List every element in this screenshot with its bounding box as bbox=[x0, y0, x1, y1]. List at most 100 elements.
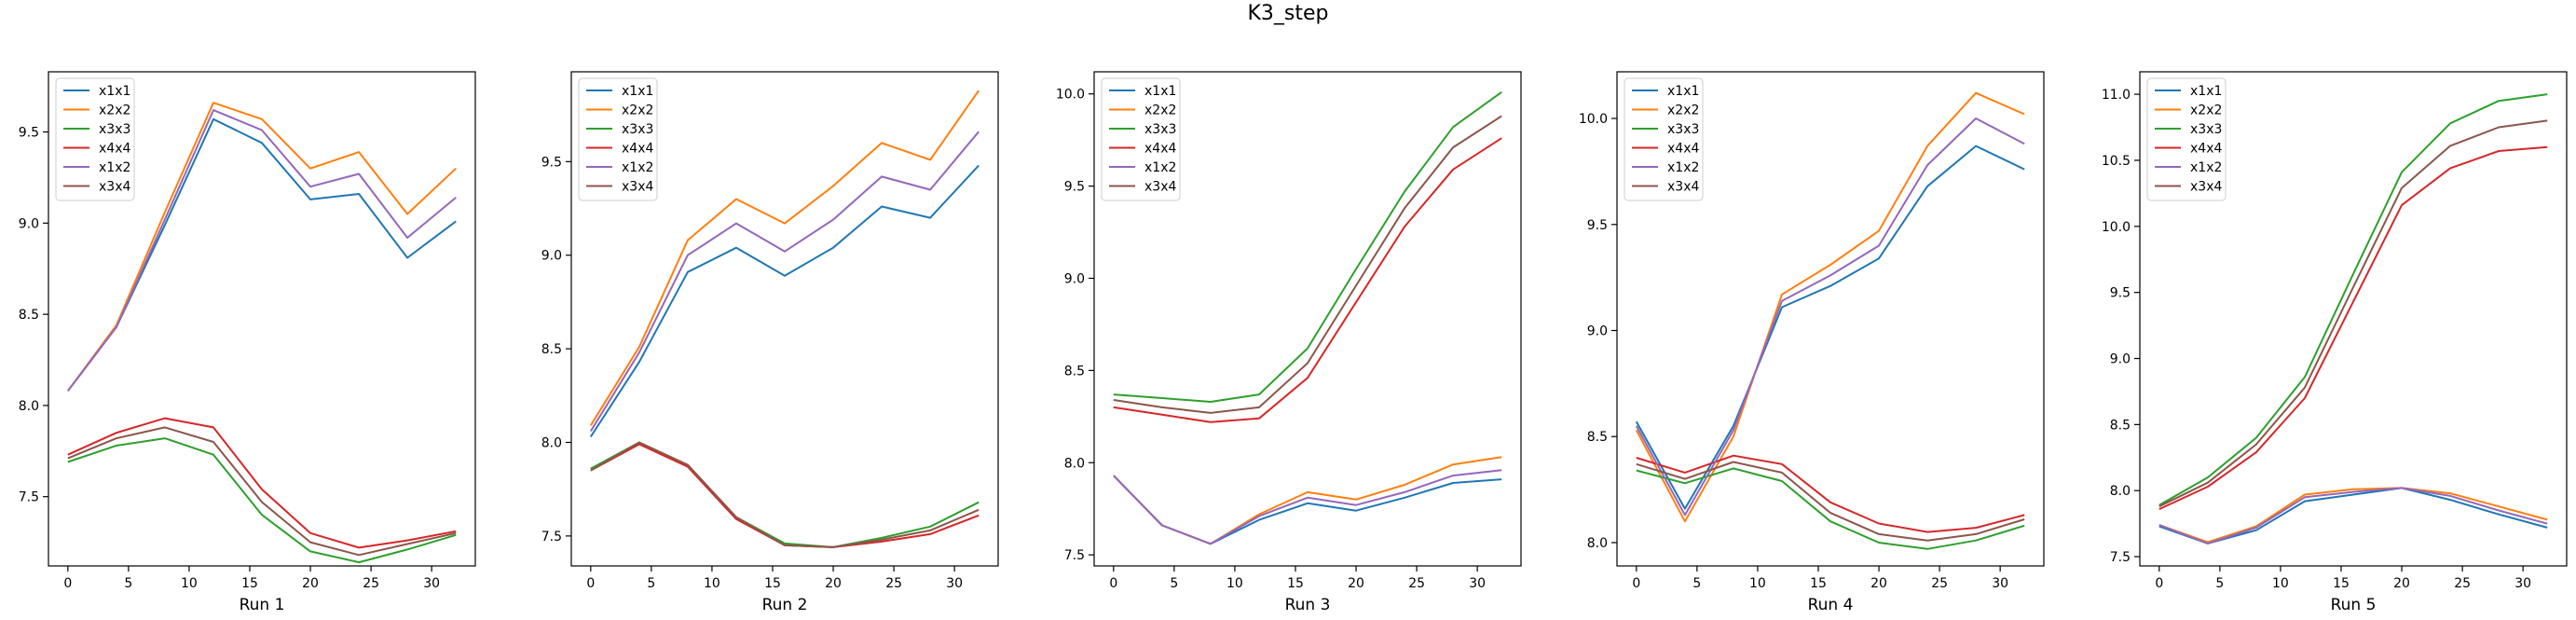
y-tick-label: 9.0 bbox=[19, 216, 39, 231]
y-tick-label: 7.5 bbox=[2110, 550, 2131, 565]
x-tick-label: 10 bbox=[1226, 576, 1243, 591]
series-line-x3x4 bbox=[590, 441, 980, 548]
series-line-x3x4 bbox=[1636, 461, 2025, 542]
legend-label-x1x1: x1x1 bbox=[1667, 84, 1699, 99]
series-line-x4x4 bbox=[1636, 454, 2025, 533]
y-tick-label: 10.0 bbox=[1579, 112, 1608, 127]
legend-label-x3x3: x3x3 bbox=[99, 122, 130, 137]
x-tick-label: 0 bbox=[1109, 576, 1117, 591]
series-line-x2x2 bbox=[66, 102, 457, 392]
legend-label-x2x2: x2x2 bbox=[1667, 103, 1699, 118]
x-tick-label: 0 bbox=[586, 576, 595, 591]
y-tick-label: 8.0 bbox=[2110, 484, 2131, 499]
y-tick-label: 8.0 bbox=[1587, 536, 1608, 551]
y-tick-label: 7.5 bbox=[541, 530, 562, 544]
subplot-4: 0 5 10 15 20 25 30 8.0 8.5 9.0 9.5 10.0 Run 4 x1x1 x2x… bbox=[1579, 71, 2045, 614]
legend-label-x1x1: x1x1 bbox=[622, 84, 653, 99]
y-tick-label: 9.5 bbox=[1587, 218, 1608, 233]
y-tick-label: 7.5 bbox=[1064, 548, 1085, 563]
x-axis-label: Run 4 bbox=[1808, 596, 1854, 614]
series-line-x1x2 bbox=[67, 109, 457, 392]
x-tick-label: 15 bbox=[241, 576, 258, 591]
legend-label-x3x4: x3x4 bbox=[2190, 180, 2222, 195]
y-tick-label: 9.5 bbox=[541, 155, 562, 170]
series-line-x1x2 bbox=[1635, 117, 2025, 517]
y-tick-label: 9.5 bbox=[1064, 180, 1085, 195]
legend-label-x3x4: x3x4 bbox=[99, 180, 130, 195]
subplot-5: 0 5 10 15 20 25 30 7.5 8.0 8.5 9.0 9.5 10.0 10.5 11.0 R… bbox=[2102, 71, 2568, 614]
x-tick-label: 25 bbox=[1931, 576, 1948, 591]
figure-title: K3_step bbox=[1247, 2, 1329, 25]
y-tick-label: 11.0 bbox=[2102, 88, 2131, 103]
y-tick-label: 10.0 bbox=[2102, 220, 2131, 235]
legend-label-x1x2: x1x2 bbox=[1667, 160, 1699, 175]
x-axis-label: Run 3 bbox=[1285, 596, 1331, 614]
subplot-3: 0 5 10 15 20 25 30 7.5 8.0 8.5 9.0 9.5 10.0 Run 3 x1x1… bbox=[1056, 71, 1522, 614]
x-tick-label: 30 bbox=[2514, 576, 2531, 591]
y-tick-label: 9.5 bbox=[19, 126, 39, 141]
x-tick-label: 15 bbox=[764, 576, 781, 591]
legend: x1x1 x2x2 x3x3 x4x4 x1x2 x3x4 bbox=[1624, 77, 1704, 201]
y-tick-label: 9.0 bbox=[2110, 352, 2131, 367]
legend-label-x1x2: x1x2 bbox=[1144, 160, 1176, 175]
legend-label-x4x4: x4x4 bbox=[1144, 142, 1176, 157]
series-line-x1x2 bbox=[2158, 487, 2548, 544]
x-tick-label: 5 bbox=[124, 576, 132, 591]
y-tick-label: 8.5 bbox=[541, 342, 562, 357]
legend-label-x1x2: x1x2 bbox=[622, 160, 653, 175]
legend-label-x2x2: x2x2 bbox=[622, 103, 653, 118]
x-tick-label: 10 bbox=[181, 576, 198, 591]
axes-frame bbox=[1616, 71, 2045, 567]
legend-label-x4x4: x4x4 bbox=[622, 142, 653, 157]
series-line-x2x2 bbox=[1113, 456, 1502, 545]
axes-frame bbox=[1093, 71, 1522, 567]
x-tick-label: 0 bbox=[2155, 576, 2163, 591]
y-tick-label: 8.0 bbox=[1064, 456, 1085, 471]
legend: x1x1 x2x2 x3x3 x4x4 x1x2 x3x4 bbox=[2146, 77, 2227, 201]
legend-label-x3x3: x3x3 bbox=[1144, 122, 1176, 137]
series-line-x3x3 bbox=[67, 437, 457, 564]
legend: x1x1 x2x2 x3x3 x4x4 x1x2 x3x4 bbox=[55, 77, 135, 201]
series-line-x4x4 bbox=[2158, 145, 2548, 511]
x-tick-label: 30 bbox=[946, 576, 963, 591]
legend-label-x1x2: x1x2 bbox=[2190, 160, 2222, 175]
legend-label-x2x2: x2x2 bbox=[2190, 103, 2222, 118]
x-tick-label: 15 bbox=[1810, 576, 1827, 591]
x-tick-label: 20 bbox=[1348, 576, 1364, 591]
y-tick-label: 10.5 bbox=[2102, 154, 2131, 169]
legend-label-x1x1: x1x1 bbox=[99, 84, 130, 99]
series-line-x1x1 bbox=[1113, 475, 1502, 545]
series-line-x1x2 bbox=[1113, 469, 1502, 545]
x-tick-label: 30 bbox=[1469, 576, 1486, 591]
x-tick-label: 20 bbox=[302, 576, 319, 591]
y-tick-label: 8.0 bbox=[19, 399, 39, 414]
x-tick-label: 5 bbox=[1692, 576, 1701, 591]
legend-label-x2x2: x2x2 bbox=[1144, 103, 1176, 118]
legend-label-x3x3: x3x3 bbox=[1667, 122, 1699, 137]
legend-label-x3x4: x3x4 bbox=[622, 180, 653, 195]
y-tick-label: 9.0 bbox=[541, 249, 562, 264]
x-tick-label: 25 bbox=[2454, 576, 2471, 591]
x-axis-label: Run 2 bbox=[762, 596, 808, 614]
y-tick-label: 10.0 bbox=[1056, 88, 1085, 103]
series-line-x1x1 bbox=[589, 164, 980, 438]
legend: x1x1 x2x2 x3x3 x4x4 x1x2 x3x4 bbox=[1101, 77, 1181, 201]
series-line-x3x4 bbox=[2158, 119, 2548, 508]
x-tick-label: 15 bbox=[2333, 576, 2350, 591]
series-line-x2x2 bbox=[1635, 91, 2025, 523]
axes-frame bbox=[2139, 71, 2568, 567]
series-line-x3x4 bbox=[1113, 115, 1502, 414]
series-line-x1x1 bbox=[2158, 487, 2548, 544]
legend-label-x4x4: x4x4 bbox=[2190, 142, 2222, 157]
axes-frame bbox=[570, 71, 999, 567]
x-tick-label: 25 bbox=[1408, 576, 1425, 591]
legend: x1x1 x2x2 x3x3 x4x4 x1x2 x3x4 bbox=[578, 77, 658, 201]
series-line-x1x2 bbox=[589, 131, 980, 433]
series-line-x3x3 bbox=[2158, 93, 2548, 506]
x-tick-label: 10 bbox=[1749, 576, 1766, 591]
x-tick-label: 5 bbox=[647, 576, 655, 591]
x-tick-label: 0 bbox=[63, 576, 72, 591]
y-tick-label: 7.5 bbox=[19, 490, 39, 505]
series-line-x3x4 bbox=[67, 426, 457, 557]
